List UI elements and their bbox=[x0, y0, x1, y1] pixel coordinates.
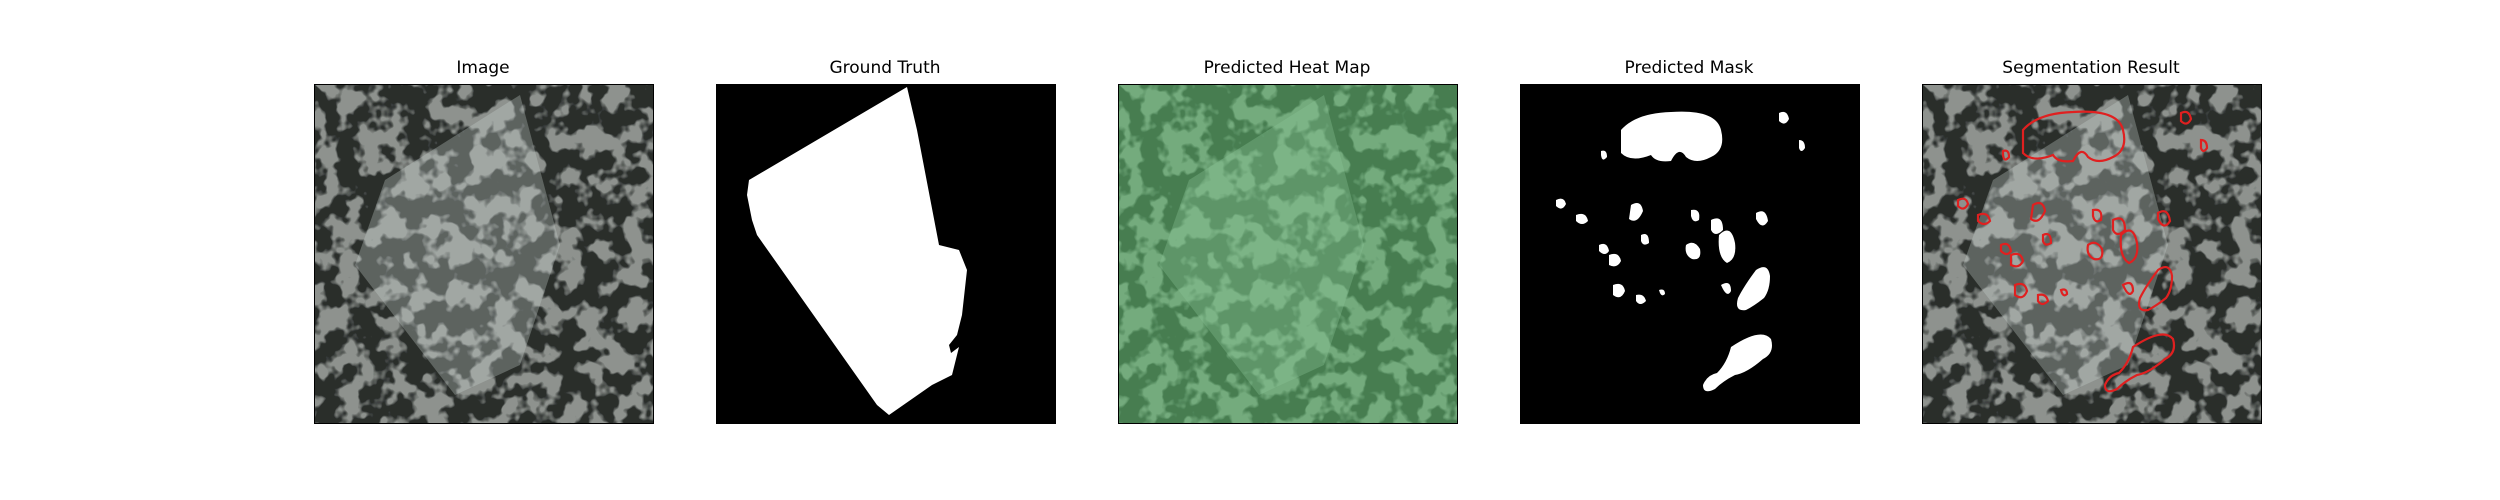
ground-truth-mask bbox=[717, 85, 1055, 423]
panel-title-ground-truth: Ground Truth bbox=[829, 58, 941, 78]
panel-title-predicted-mask: Predicted Mask bbox=[1624, 58, 1754, 78]
panel-title-heat-map: Predicted Heat Map bbox=[1203, 58, 1371, 78]
predicted-mask-panel bbox=[1520, 84, 1860, 424]
predicted-mask bbox=[1521, 85, 1859, 423]
segmentation-contours bbox=[1956, 110, 2209, 393]
heat-map-panel bbox=[1118, 84, 1458, 424]
panel-title-segmentation: Segmentation Result bbox=[2002, 58, 2180, 78]
source-image bbox=[315, 85, 653, 423]
segmentation-image bbox=[1923, 85, 2261, 423]
panel-title-image: Image bbox=[456, 58, 510, 78]
heat-map-image bbox=[1119, 85, 1457, 423]
ground-truth-panel bbox=[716, 84, 1056, 424]
segmentation-panel bbox=[1922, 84, 2262, 424]
image-panel bbox=[314, 84, 654, 424]
